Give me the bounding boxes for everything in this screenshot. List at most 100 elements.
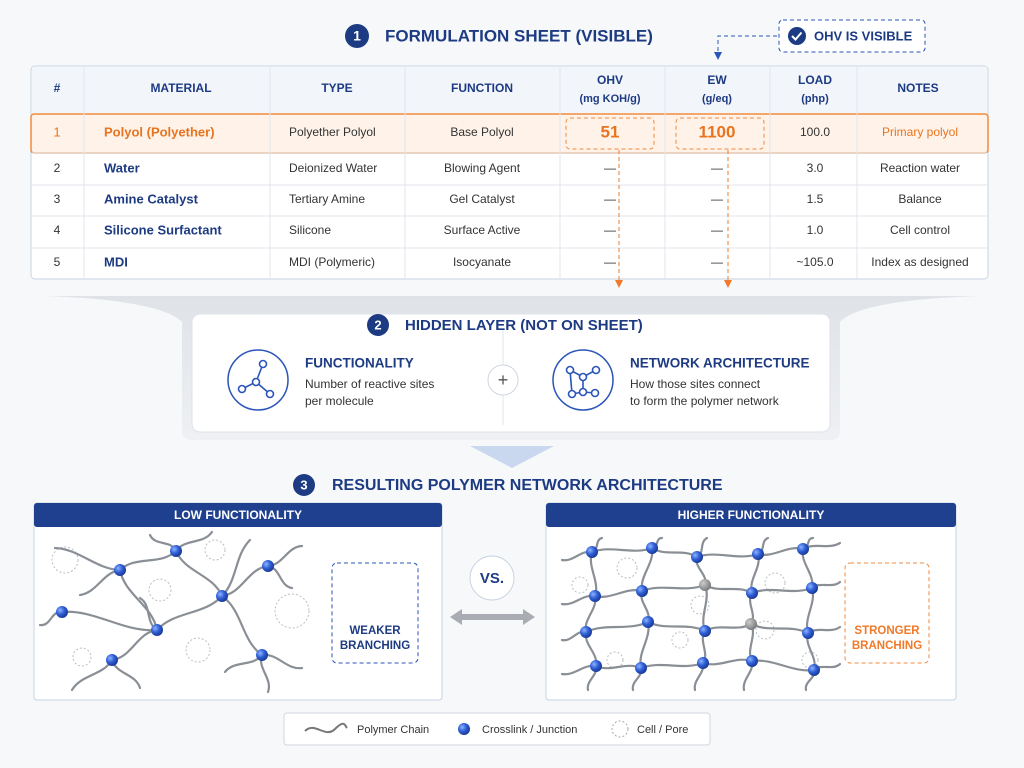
card-text: per molecule <box>305 394 374 408</box>
column-header: # <box>54 81 61 95</box>
table-cell: 100.0 <box>800 125 830 139</box>
table-cell: 51 <box>601 122 620 141</box>
table-cell: — <box>604 223 616 237</box>
crosslink <box>699 625 711 637</box>
functionality-glyph <box>237 359 275 399</box>
crosslink <box>806 582 818 594</box>
table-cell: — <box>711 223 723 237</box>
pore <box>51 546 79 574</box>
polymer-chain <box>174 549 224 598</box>
table-header-bg <box>32 67 987 113</box>
crosslink <box>635 662 647 674</box>
gauge-box <box>331 562 419 664</box>
crosslink <box>697 657 709 669</box>
table-cell: 3.0 <box>807 161 824 175</box>
crosslink <box>586 546 598 558</box>
table-cell: 1.0 <box>807 223 824 237</box>
table-cell: Polyether Polyol <box>289 125 376 139</box>
polymer-chain <box>53 546 122 572</box>
pore <box>148 578 172 602</box>
table-cell: — <box>711 192 723 206</box>
column-header: TYPE <box>321 81 352 95</box>
pore <box>671 631 689 649</box>
crosslink <box>216 590 228 602</box>
callout-text: OHV IS VISIBLE <box>814 28 913 43</box>
table-cell: Amine Catalyst <box>104 191 199 206</box>
check-mark <box>791 31 803 41</box>
table-cell: — <box>604 255 616 269</box>
table-cell: MDI (Polymeric) <box>289 255 375 269</box>
gauge-box <box>844 562 930 664</box>
step-number: 2 <box>374 317 381 332</box>
column-header: NOTES <box>897 81 938 95</box>
table-cell: 1 <box>53 124 60 139</box>
gauge-label: BRANCHING <box>852 640 922 652</box>
crosslink <box>590 660 602 672</box>
column-header: OHV <box>597 73 623 87</box>
crosslink <box>808 664 820 676</box>
table-cell: Polyol (Polyether) <box>104 124 215 139</box>
table-cell: Silicone <box>289 223 331 237</box>
crosslink <box>256 649 268 661</box>
crosslink <box>699 579 711 591</box>
crosslink <box>646 542 658 554</box>
step-number: 1 <box>353 28 361 44</box>
ew-highlight <box>675 117 765 150</box>
vs-circle <box>469 555 515 601</box>
crosslink <box>746 655 758 667</box>
card-text: to form the polymer network <box>630 394 780 408</box>
crosslink <box>580 626 592 638</box>
table-cell: Cell control <box>890 223 950 237</box>
table-cell: 1.5 <box>807 192 824 206</box>
crosslink <box>746 587 758 599</box>
legend-chain <box>304 722 348 734</box>
card-title: FUNCTIONALITY <box>305 356 414 371</box>
step-number: 3 <box>300 477 307 492</box>
legend-label: Crosslink / Junction <box>482 724 577 736</box>
table-cell: Balance <box>898 192 942 206</box>
table-cell: Base Polyol <box>450 125 513 139</box>
legend-box <box>283 712 711 746</box>
pore <box>616 557 638 579</box>
column-header: LOAD <box>798 73 832 87</box>
check-icon <box>788 27 806 45</box>
plus-sign: + <box>498 370 509 390</box>
callout-box <box>778 19 926 53</box>
plus-circle <box>487 364 519 396</box>
table-cell: Isocyanate <box>453 255 511 269</box>
pore <box>764 572 786 594</box>
panel-header <box>546 503 956 527</box>
pore <box>571 576 589 594</box>
card-text: How those sites connect <box>630 377 761 391</box>
pore <box>204 539 226 561</box>
table-cell: 1100 <box>699 122 736 141</box>
polymer-chain <box>220 594 264 657</box>
column-header: MATERIAL <box>150 81 211 95</box>
crosslink <box>589 590 601 602</box>
card-text: Number of reactive sites <box>305 377 434 391</box>
legend-pore <box>611 720 629 738</box>
pore <box>690 595 710 615</box>
table-cell: Tertiary Amine <box>289 192 365 206</box>
table-cell: Deionized Water <box>289 161 377 175</box>
vs-text: VS. <box>480 570 504 587</box>
crosslink <box>691 551 703 563</box>
column-unit: (g/eq) <box>702 93 732 105</box>
panel-title: HIGHER FUNCTIONALITY <box>678 508 825 522</box>
table-cell: Reaction water <box>880 161 960 175</box>
column-unit: (mg KOH/g) <box>579 93 640 105</box>
table-cell: MDI <box>104 254 128 269</box>
table-cell: — <box>711 161 723 175</box>
pore <box>185 637 211 663</box>
step-badge <box>367 314 389 336</box>
gauge-label: BRANCHING <box>340 640 410 652</box>
section-title: FORMULATION SHEET (VISIBLE) <box>385 26 653 45</box>
polymer-chain <box>118 568 159 632</box>
table-cell: — <box>604 161 616 175</box>
panel-title: LOW FUNCTIONALITY <box>174 508 302 522</box>
table-cell: Surface Active <box>444 223 521 237</box>
crosslink <box>752 548 764 560</box>
crosslink <box>642 616 654 628</box>
step-badge <box>345 24 369 48</box>
card-title: NETWORK ARCHITECTURE <box>630 356 810 371</box>
